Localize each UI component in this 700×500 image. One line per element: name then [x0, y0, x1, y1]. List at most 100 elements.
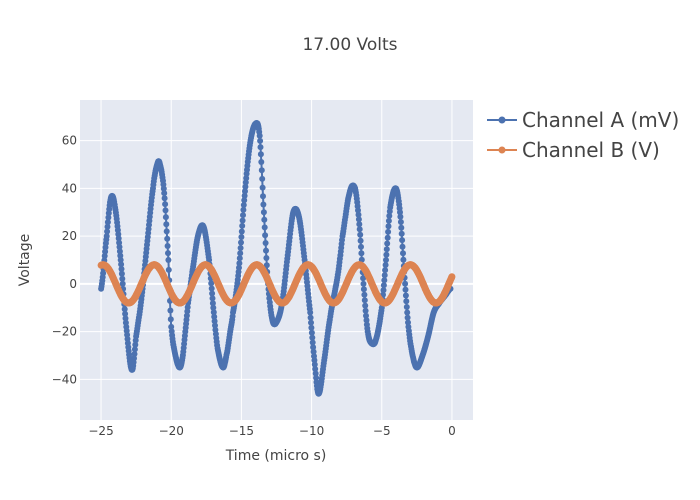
- data-point-channel-a: [167, 307, 174, 314]
- data-point-channel-a: [310, 344, 317, 351]
- x-tick-label: −20: [159, 424, 184, 438]
- data-point-channel-a: [237, 250, 244, 257]
- data-point-channel-a: [116, 248, 123, 255]
- data-point-channel-a: [400, 250, 406, 257]
- data-point-channel-a: [357, 237, 364, 244]
- data-point-channel-a: [118, 270, 125, 277]
- data-point-channel-a: [118, 266, 125, 272]
- data-point-channel-a: [240, 212, 246, 219]
- data-point-channel-a: [382, 262, 389, 268]
- data-point-channel-a: [117, 257, 124, 263]
- data-point-channel-a: [236, 260, 243, 267]
- data-point-channel-a: [211, 313, 218, 320]
- data-point-channel-a: [259, 175, 266, 182]
- data-point-channel-a: [404, 309, 411, 316]
- data-point-channel-a: [363, 312, 369, 319]
- data-point-channel-a: [260, 201, 267, 208]
- legend-swatch-marker-channel-a: [498, 116, 506, 124]
- data-point-channel-a: [259, 184, 266, 191]
- data-point-channel-a: [243, 175, 250, 182]
- y-axis-title: Voltage: [17, 234, 33, 287]
- data-point-channel-a: [209, 290, 216, 297]
- data-point-channel-a: [402, 286, 409, 293]
- data-point-channel-a: [261, 224, 268, 231]
- data-point-channel-a: [383, 251, 390, 258]
- data-point-channel-a: [262, 232, 269, 239]
- data-point-channel-a: [119, 275, 126, 282]
- data-point-channel-a: [241, 197, 248, 204]
- data-point-channel-a: [311, 361, 318, 368]
- data-point-channel-a: [381, 272, 388, 279]
- data-point-channel-a: [258, 159, 265, 165]
- data-point-channel-a: [164, 243, 171, 249]
- x-tick-label: 0: [448, 424, 456, 438]
- data-point-channel-a: [164, 235, 171, 242]
- data-point-channel-b: [448, 273, 456, 281]
- data-point-channel-a: [118, 261, 125, 268]
- data-point-channel-a: [361, 297, 368, 304]
- data-point-channel-a: [355, 216, 362, 223]
- data-point-channel-a: [104, 228, 111, 235]
- data-point-channel-a: [116, 239, 123, 246]
- data-point-channel-a: [261, 216, 268, 223]
- legend-label-channel-b: Channel B (V): [522, 138, 660, 162]
- data-point-channel-a: [163, 228, 170, 235]
- data-point-channel-a: [307, 314, 314, 321]
- data-point-channel-a: [384, 240, 391, 247]
- data-point-channel-a: [242, 188, 248, 195]
- data-point-channel-a: [402, 292, 409, 299]
- data-point-channel-a: [362, 302, 369, 309]
- data-point-channel-a: [399, 237, 406, 244]
- series-layer: [97, 120, 456, 397]
- data-point-channel-a: [101, 253, 108, 259]
- data-point-channel-a: [362, 307, 369, 314]
- data-point-channel-a: [403, 304, 410, 310]
- data-point-channel-a: [385, 223, 392, 230]
- data-point-channel-a: [398, 230, 405, 237]
- data-point-channel-a: [116, 244, 123, 250]
- data-point-channel-a: [240, 202, 247, 208]
- data-point-channel-a: [165, 266, 172, 273]
- chart-title: 17.00 Volts: [302, 35, 397, 55]
- legend-item-channel-a[interactable]: Channel A (mV): [487, 108, 679, 132]
- data-point-channel-a: [358, 243, 364, 250]
- legend-item-channel-b[interactable]: Channel B (V): [487, 138, 660, 162]
- data-point-channel-a: [165, 257, 172, 263]
- y-tick-label: −20: [52, 325, 77, 339]
- x-tick-label: −15: [229, 424, 254, 438]
- data-point-channel-a: [356, 221, 363, 228]
- data-point-channel-a: [312, 366, 319, 372]
- plot-area: [80, 100, 473, 420]
- y-tick-label: 60: [62, 134, 77, 148]
- data-point-channel-a: [237, 245, 244, 251]
- tick-labels: −25 −20 −15 −10 −5 0 −40 −20 0 20 40 60: [52, 134, 456, 438]
- data-point-channel-a: [358, 250, 365, 257]
- legend-label-channel-a: Channel A (mV): [522, 108, 679, 132]
- data-point-channel-a: [209, 300, 216, 307]
- data-point-channel-a: [386, 212, 393, 219]
- data-point-channel-a: [238, 228, 245, 235]
- data-point-channel-a: [239, 222, 246, 229]
- data-point-channel-a: [383, 246, 390, 253]
- data-point-channel-a: [400, 256, 407, 263]
- data-point-channel-a: [263, 247, 269, 254]
- data-point-channel-a: [163, 221, 170, 228]
- data-point-channel-a: [257, 144, 264, 151]
- data-point-channel-a: [312, 370, 319, 377]
- data-point-channel-a: [236, 255, 243, 262]
- data-point-channel-a: [263, 255, 270, 261]
- data-point-channel-a: [309, 334, 316, 341]
- data-point-channel-a: [240, 206, 247, 213]
- data-point-channel-a: [355, 211, 362, 218]
- data-point-channel-a: [122, 315, 129, 322]
- data-point-channel-a: [260, 193, 266, 200]
- data-point-channel-a: [117, 252, 124, 259]
- data-point-channel-a: [363, 317, 370, 324]
- data-point-channel-a: [208, 285, 215, 292]
- x-axis-title: Time (micro s): [225, 448, 327, 464]
- data-point-channel-a: [212, 322, 218, 329]
- data-point-channel-a: [385, 228, 392, 235]
- data-point-channel-a: [242, 179, 249, 186]
- data-point-channel-a: [380, 282, 387, 289]
- data-point-channel-a: [167, 316, 174, 323]
